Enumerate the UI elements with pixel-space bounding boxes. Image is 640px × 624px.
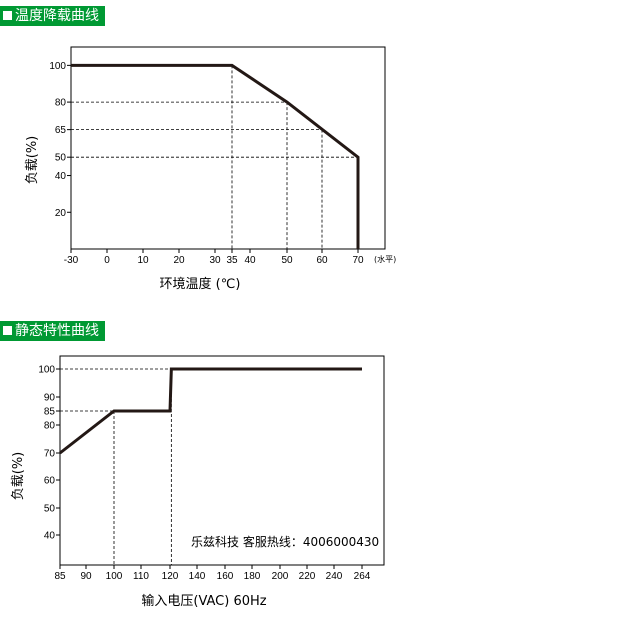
y-tick-label: 100: [38, 365, 55, 376]
x-tick-label: 220: [299, 571, 316, 582]
y-tick-label: 70: [44, 449, 56, 460]
x-tick-label: 30: [209, 255, 221, 266]
series-line: [59, 367, 362, 455]
x-tick-label: 240: [326, 571, 343, 582]
y-tick-label: 85: [44, 407, 56, 418]
x-tick-label: -30: [64, 255, 79, 266]
y-tick-label: 40: [55, 171, 67, 182]
x-unit-note: (水平): [374, 254, 396, 264]
x-tick-label: 20: [173, 255, 185, 266]
x-tick-label: 140: [189, 571, 206, 582]
x-tick-label: 50: [281, 255, 293, 266]
section-header-static: 静态特性曲线: [0, 321, 105, 341]
y-tick-label: 40: [44, 531, 56, 542]
y-axis-label: 负载(%): [11, 452, 26, 501]
y-tick-label: 50: [44, 504, 56, 515]
x-tick-label: 60: [316, 255, 328, 266]
x-tick-label: 100: [106, 571, 123, 582]
section-title-derating: 温度降载曲线: [15, 8, 99, 24]
y-tick-label: 90: [44, 393, 56, 404]
section-header-derating: 温度降载曲线: [0, 6, 105, 26]
y-tick-label: 100: [49, 61, 66, 72]
x-tick-label: 200: [272, 571, 289, 582]
x-tick-label: 110: [133, 571, 149, 582]
section-title-static: 静态特性曲线: [15, 323, 99, 339]
plot-frame: [59, 355, 385, 566]
bullet-square-icon: [3, 11, 12, 20]
y-tick-label: 65: [55, 125, 67, 136]
x-tick-label: 85: [54, 571, 66, 582]
y-tick-label: 80: [44, 421, 56, 432]
plot-frame: [70, 46, 386, 250]
y-tick-label: 80: [55, 98, 67, 109]
series-line: [71, 63, 360, 249]
x-tick-label: 0: [104, 255, 110, 266]
x-axis-label: 环境温度 (℃): [160, 276, 241, 292]
bullet-square-icon: [3, 326, 12, 335]
x-tick-label: 90: [80, 571, 92, 582]
x-tick-label: 40: [244, 255, 256, 266]
x-tick-label: 180: [244, 571, 261, 582]
x-tick-label: 160: [217, 571, 234, 582]
y-tick-label: 50: [55, 153, 67, 164]
y-axis-label: 负载(%): [25, 136, 40, 185]
x-tick-label: 120: [162, 571, 179, 582]
x-tick-label: 10: [137, 255, 149, 266]
y-tick-label: 60: [44, 476, 56, 487]
x-tick-label: 264: [354, 571, 371, 582]
watermark-text: 乐兹科技 客服热线：4006000430: [191, 534, 379, 549]
x-tick-label: 70: [352, 255, 364, 266]
y-tick-label: 20: [55, 208, 67, 219]
x-tick-label: 35: [226, 255, 238, 266]
x-axis-label: 输入电压(VAC) 60Hz: [141, 593, 266, 609]
